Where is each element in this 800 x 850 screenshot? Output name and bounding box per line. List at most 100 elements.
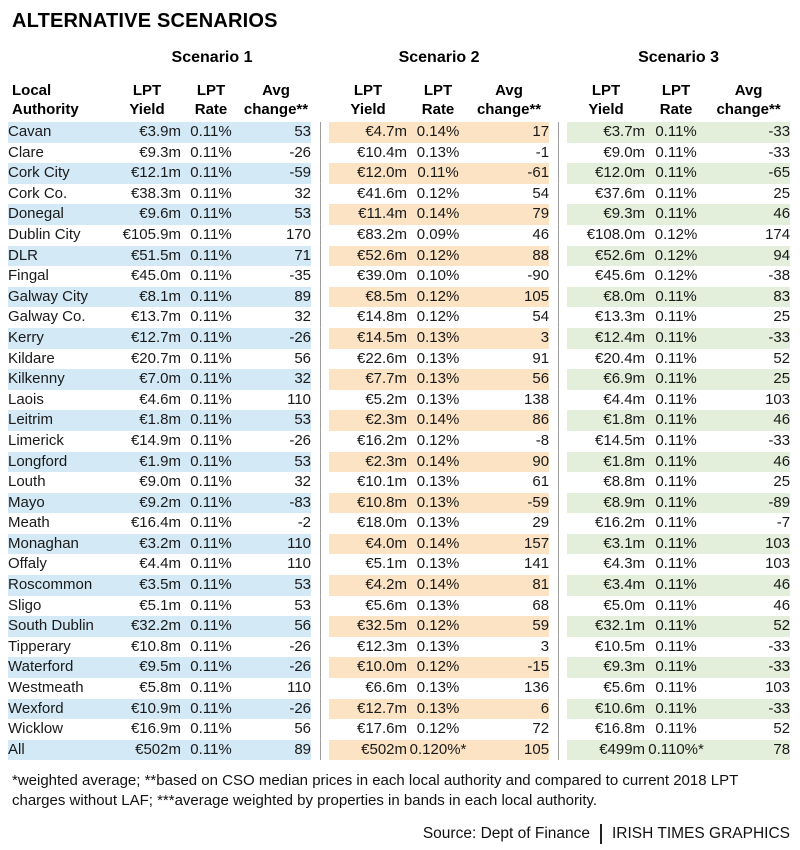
table-row: Roscommon €3.5m 0.11% 53 €4.2m 0.14% 81 €3.4m 0.… <box>8 575 791 596</box>
table-row: Cavan €3.9m 0.11% 53 €4.7m 0.14% 17 €3.7m 0.11% -… <box>8 122 791 143</box>
cell-s3-rate: 0.11% <box>655 390 697 408</box>
cell-s2-rate: 0.12% <box>407 616 470 637</box>
cell-s3-rate: 0.12% <box>654 225 698 243</box>
cell-s3-change: 174 <box>765 225 791 243</box>
group-separator <box>311 245 330 267</box>
group-separator <box>549 678 568 699</box>
cell-s1-yield: €3.2m <box>113 533 181 555</box>
cell-s2-rate: 0.13% <box>407 369 470 390</box>
col-header-s1-rate: LPT Rate <box>181 75 241 122</box>
cell-authority: Louth <box>8 473 46 491</box>
cell-s1-yield: €16.9m <box>130 720 181 738</box>
cell-s3-change: -33 <box>768 431 791 449</box>
cell-s1-yield: €9.3m <box>139 143 181 161</box>
cell-s3-yield: €12.4m <box>567 327 646 349</box>
cell-s1-rate: 0.11% <box>181 369 241 390</box>
group-separator <box>549 245 568 267</box>
cell-s2-yield: €5.6m <box>365 596 408 614</box>
cell-s2-yield: €502m <box>329 739 408 761</box>
group-separator <box>311 739 330 761</box>
cell-s3-yield: €8.0m <box>567 286 646 308</box>
cell-authority: South Dublin <box>8 616 113 637</box>
table-row: Wexford €10.9m 0.11% -26 €12.7m 0.13% 6 €10.6m 0… <box>8 698 791 720</box>
cell-s1-change: 53 <box>241 410 312 431</box>
cell-s2-change: 54 <box>532 184 550 202</box>
cell-authority: Meath <box>8 514 50 532</box>
group-separator <box>311 369 330 390</box>
cell-s3-rate: 0.11% <box>645 657 708 679</box>
cell-s3-rate: 0.11% <box>645 122 708 143</box>
cell-s2-change: 86 <box>469 410 550 431</box>
cell-s3-change: 103 <box>765 390 791 408</box>
cell-s3-rate: 0.11% <box>655 596 697 614</box>
cell-s2-yield: €10.8m <box>329 492 408 514</box>
cell-s1-yield: €9.6m <box>113 204 181 225</box>
group-separator <box>311 183 330 205</box>
cell-s3-rate: 0.12% <box>654 267 698 285</box>
group-separator <box>549 307 568 328</box>
cell-s3-yield: €16.8m <box>595 720 646 738</box>
group-separator <box>549 204 568 225</box>
cell-authority: Dublin City <box>8 225 81 243</box>
cell-s1-yield: €38.3m <box>130 184 181 202</box>
cell-s3-change: -89 <box>707 492 791 514</box>
cell-s3-rate: 0.11% <box>655 679 697 697</box>
cell-authority: Sligo <box>8 596 42 614</box>
cell-s2-rate: 0.13% <box>416 596 460 614</box>
cell-s1-yield: €1.8m <box>113 410 181 431</box>
cell-s3-rate: 0.11% <box>645 616 708 637</box>
cell-s3-yield: €9.3m <box>567 204 646 225</box>
cell-s1-rate: 0.11% <box>190 720 232 738</box>
table-row: Dublin City €105.9m 0.11% 170 €83.2m 0.09% 46 €… <box>8 224 791 246</box>
cell-authority: Leitrim <box>8 410 113 431</box>
group-separator <box>311 698 330 720</box>
table-row: All €502m 0.11% 89 €502m 0.120%* 105 €499m 0.110… <box>8 739 791 761</box>
group-separator <box>311 595 330 617</box>
cell-s1-change: -26 <box>241 657 312 679</box>
cell-s2-rate: 0.13% <box>416 555 460 573</box>
table-row: Louth €9.0m 0.11% 32 €10.1m 0.13% 61 €8.8m 0.11%… <box>8 472 790 493</box>
cell-s3-yield: €1.8m <box>567 451 646 473</box>
cell-s3-change: -7 <box>776 514 791 532</box>
source-text: Source: Dept of Finance <box>422 825 590 842</box>
cell-s2-yield: €8.5m <box>329 286 408 308</box>
group-separator <box>311 204 330 225</box>
cell-s1-yield: €502m <box>113 739 181 761</box>
cell-s1-yield: €14.9m <box>130 431 181 449</box>
cell-authority: Kerry <box>8 327 113 349</box>
cell-s2-change: 6 <box>469 698 550 720</box>
table-row: Fingal €45.0m 0.11% -35 €39.0m 0.10% -90 €45.6m… <box>8 266 790 287</box>
cell-s2-change: 68 <box>532 596 550 614</box>
cell-s3-rate: 0.110%* <box>645 739 708 761</box>
cell-s1-change: -26 <box>241 327 312 349</box>
group-separator <box>549 410 568 431</box>
group-separator <box>549 327 568 349</box>
footnote: *weighted average; **based on CSO median… <box>12 772 738 810</box>
col-header-s2-change: Avg change** <box>469 75 549 122</box>
cell-s1-rate: 0.11% <box>190 143 232 161</box>
cell-s3-yield: €3.1m <box>567 533 646 555</box>
group-separator <box>311 513 330 534</box>
cell-s2-rate: 0.12% <box>407 245 470 267</box>
cell-s1-rate: 0.11% <box>181 451 241 473</box>
cell-s3-rate: 0.11% <box>645 451 708 473</box>
cell-s1-rate: 0.11% <box>190 679 232 697</box>
cell-s1-rate: 0.11% <box>181 327 241 349</box>
col-header-line: LPT <box>661 82 691 99</box>
cell-s1-change: 32 <box>294 473 312 491</box>
cell-s2-yield: €7.7m <box>329 369 408 390</box>
group-separator <box>549 595 568 617</box>
cell-s1-rate: 0.11% <box>190 308 232 326</box>
cell-s1-rate: 0.11% <box>190 390 232 408</box>
group-separator <box>311 122 330 143</box>
cell-s2-change: 59 <box>469 616 550 637</box>
table-row: Longford €1.9m 0.11% 53 €2.3m 0.14% 90 €1.8m 0.1… <box>8 451 791 473</box>
group-separator <box>549 739 568 761</box>
table-row: Cork Co. €38.3m 0.11% 32 €41.6m 0.12% 54 €37.6m… <box>8 183 790 205</box>
cell-s1-rate: 0.11% <box>181 245 241 267</box>
table-row: Mayo €9.2m 0.11% -83 €10.8m 0.13% -59 €8.9m 0.11… <box>8 492 791 514</box>
cell-s2-yield: €83.2m <box>356 225 408 243</box>
cell-s2-rate: 0.13% <box>416 143 460 161</box>
table-row: Wicklow €16.9m 0.11% 56 €17.6m 0.12% 72 €16.8m 0… <box>8 719 790 740</box>
cell-s2-rate: 0.14% <box>407 533 470 555</box>
